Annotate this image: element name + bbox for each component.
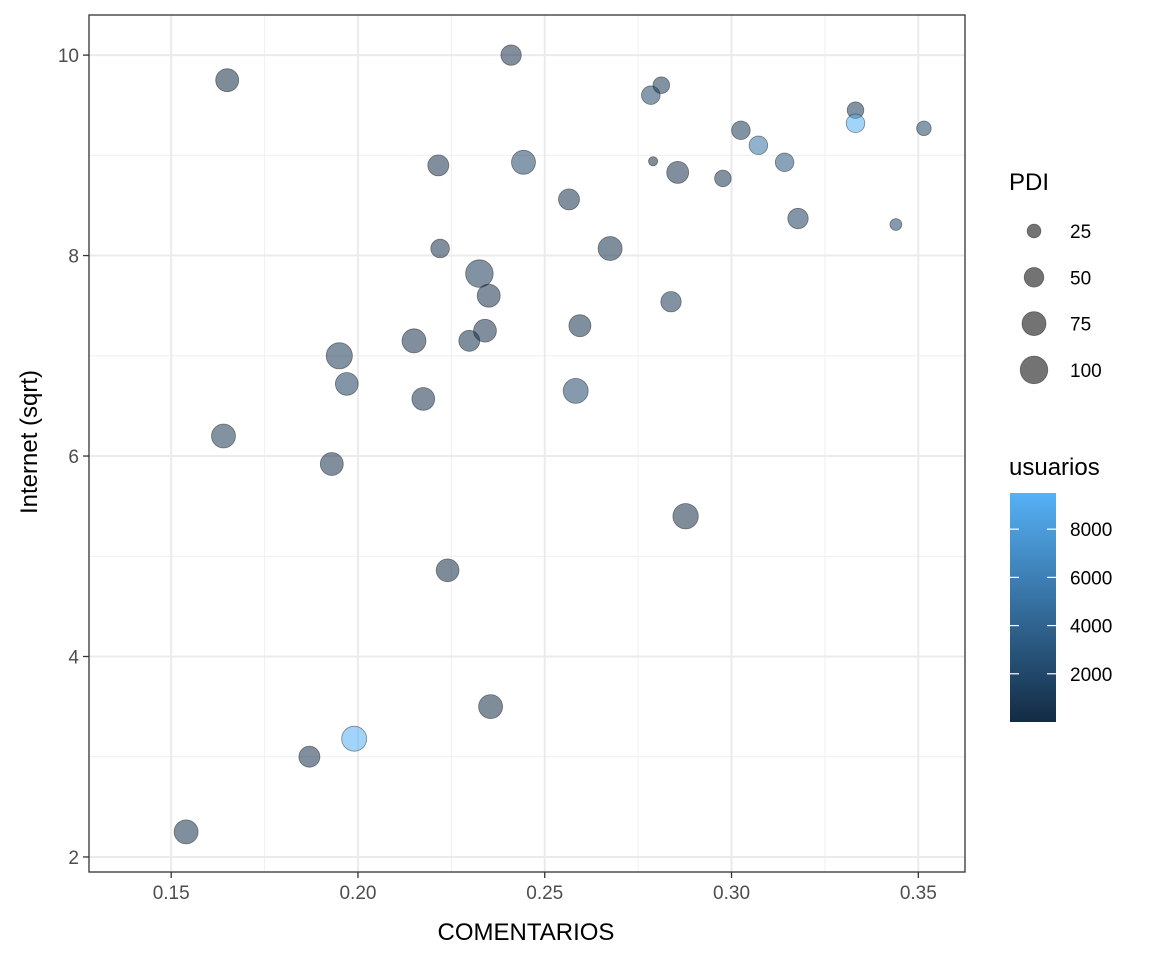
data-point (215, 68, 240, 93)
data-point (430, 238, 450, 259)
data-point (845, 113, 866, 134)
colorbar-label: 4000 (1070, 617, 1112, 638)
data-point (465, 259, 494, 288)
x-tick-label: 0.15 (153, 883, 190, 904)
data-point (319, 452, 344, 476)
size-legend-key (1026, 223, 1042, 239)
y-tick-label: 8 (68, 247, 79, 268)
size-legend-key (1023, 267, 1045, 288)
y-tick-label: 4 (68, 647, 79, 668)
data-point (473, 318, 497, 343)
data-point (672, 503, 699, 530)
data-point (341, 725, 368, 752)
data-point (435, 558, 460, 583)
data-point (652, 76, 671, 94)
data-point (411, 387, 436, 411)
data-point (714, 169, 732, 188)
data-point (787, 207, 809, 230)
data-point (666, 160, 690, 184)
size-legend-label: 50 (1070, 268, 1091, 289)
data-point (334, 372, 359, 396)
data-point (916, 120, 932, 137)
x-tick-label: 0.20 (339, 883, 376, 904)
data-point (298, 745, 321, 768)
plot-panel (88, 14, 966, 873)
data-point (748, 135, 769, 156)
size-legend-label: 25 (1070, 222, 1091, 243)
colorbar-label: 8000 (1070, 520, 1112, 541)
data-point (774, 152, 795, 173)
data-point (476, 283, 501, 308)
data-point (568, 314, 592, 338)
size-legend-key (1021, 311, 1047, 337)
y-tick-label: 10 (58, 46, 79, 67)
x-tick-label: 0.35 (900, 883, 937, 904)
y-tick-label: 6 (68, 447, 79, 468)
x-tick-label: 0.25 (526, 883, 563, 904)
data-point (731, 120, 751, 141)
size-legend-label: 75 (1070, 315, 1091, 336)
data-point (427, 154, 450, 177)
y-tick-label: 2 (68, 848, 79, 869)
x-axis-title: COMENTARIOS (438, 919, 615, 946)
colorbar-label: 2000 (1070, 665, 1112, 686)
size-legend-key (1019, 355, 1049, 385)
x-tick-label: 0.30 (713, 883, 750, 904)
y-axis-title: Internet (sqrt) (16, 370, 43, 514)
data-point (660, 291, 682, 313)
plot-border (88, 14, 966, 873)
data-point (401, 328, 427, 354)
color-legend-title: usuarios (1009, 454, 1100, 481)
data-point (597, 236, 623, 261)
data-point (562, 377, 589, 404)
data-point (558, 188, 580, 211)
color-legend: usuarios 2000 4000 6000 8000 (1009, 454, 1112, 722)
size-legend-title: PDI (1009, 169, 1049, 196)
colorbar-label: 6000 (1070, 568, 1112, 589)
data-point (478, 694, 504, 719)
colorbar (1010, 493, 1056, 722)
size-legend-label: 100 (1070, 361, 1102, 382)
data-point (511, 149, 536, 175)
data-point (889, 218, 903, 231)
data-point (173, 819, 199, 845)
data-point (325, 342, 353, 370)
data-point (648, 156, 659, 167)
x-axis: 0.15 0.20 0.25 0.30 0.35 (153, 872, 937, 904)
size-legend: PDI 25 50 75 100 (1009, 169, 1102, 385)
data-point (211, 423, 236, 449)
data-point (500, 44, 522, 66)
y-axis: 2 4 6 8 10 (58, 46, 89, 869)
